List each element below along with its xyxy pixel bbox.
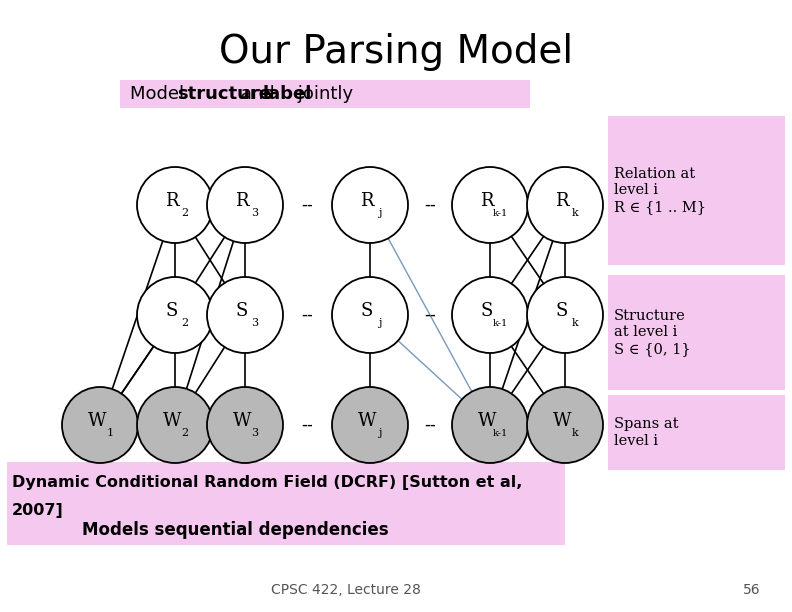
Text: 56: 56 [743, 583, 761, 597]
FancyBboxPatch shape [120, 80, 530, 108]
Text: j: j [379, 428, 382, 438]
Text: W: W [233, 412, 251, 430]
Text: --: -- [302, 416, 314, 434]
Text: --: -- [425, 416, 436, 434]
Text: Model: Model [130, 85, 190, 103]
Circle shape [527, 167, 603, 243]
Circle shape [527, 387, 603, 463]
Text: R: R [235, 192, 249, 210]
Text: S: S [481, 302, 493, 320]
Text: k-1: k-1 [493, 209, 508, 217]
FancyBboxPatch shape [608, 275, 785, 390]
Text: --: -- [302, 196, 314, 214]
Text: 2: 2 [181, 318, 188, 328]
Text: k-1: k-1 [493, 428, 508, 438]
Circle shape [452, 167, 528, 243]
Text: W: W [478, 412, 497, 430]
Text: 3: 3 [251, 428, 258, 438]
Circle shape [332, 167, 408, 243]
Text: R: R [166, 192, 179, 210]
Text: k: k [572, 428, 578, 438]
Text: jointly: jointly [292, 85, 353, 103]
Text: 2007]: 2007] [12, 502, 63, 518]
Circle shape [137, 167, 213, 243]
Text: Relation at
level i
R ∈ {1 .. M}: Relation at level i R ∈ {1 .. M} [614, 167, 706, 214]
Text: R: R [480, 192, 493, 210]
Circle shape [207, 277, 283, 353]
Text: 3: 3 [251, 208, 258, 218]
Circle shape [527, 277, 603, 353]
Text: S: S [166, 302, 178, 320]
FancyBboxPatch shape [7, 462, 565, 545]
Text: S: S [361, 302, 373, 320]
Text: 2: 2 [181, 208, 188, 218]
Text: 2: 2 [181, 428, 188, 438]
Circle shape [137, 387, 213, 463]
Text: W: W [553, 412, 571, 430]
Text: --: -- [425, 306, 436, 324]
Text: Spans at
level i: Spans at level i [614, 417, 679, 447]
Text: W: W [88, 412, 106, 430]
Circle shape [62, 387, 138, 463]
Text: --: -- [425, 196, 436, 214]
Text: Dynamic Conditional Random Field (DCRF) [Sutton et al,: Dynamic Conditional Random Field (DCRF) … [12, 474, 523, 490]
Text: --: -- [302, 306, 314, 324]
Text: W: W [358, 412, 376, 430]
Text: S: S [556, 302, 568, 320]
Text: 1: 1 [106, 428, 113, 438]
Circle shape [332, 277, 408, 353]
Circle shape [207, 387, 283, 463]
Circle shape [452, 277, 528, 353]
Text: CPSC 422, Lecture 28: CPSC 422, Lecture 28 [271, 583, 421, 597]
Text: Structure
at level i
S ∈ {0, 1}: Structure at level i S ∈ {0, 1} [614, 309, 691, 356]
Text: k: k [572, 318, 578, 328]
Text: and: and [235, 85, 280, 103]
Text: R: R [555, 192, 569, 210]
Text: k-1: k-1 [493, 318, 508, 327]
Text: k: k [572, 208, 578, 218]
Circle shape [332, 387, 408, 463]
Text: W: W [162, 412, 181, 430]
Text: label: label [262, 85, 311, 103]
Text: structure: structure [177, 85, 271, 103]
FancyBboxPatch shape [608, 116, 785, 265]
Circle shape [452, 387, 528, 463]
Text: R: R [360, 192, 374, 210]
Text: Models sequential dependencies: Models sequential dependencies [82, 521, 389, 539]
FancyBboxPatch shape [608, 395, 785, 470]
Text: j: j [379, 318, 382, 328]
Circle shape [207, 167, 283, 243]
Circle shape [137, 277, 213, 353]
Text: j: j [379, 208, 382, 218]
Text: 3: 3 [251, 318, 258, 328]
Text: S: S [236, 302, 248, 320]
Text: Our Parsing Model: Our Parsing Model [219, 33, 573, 71]
